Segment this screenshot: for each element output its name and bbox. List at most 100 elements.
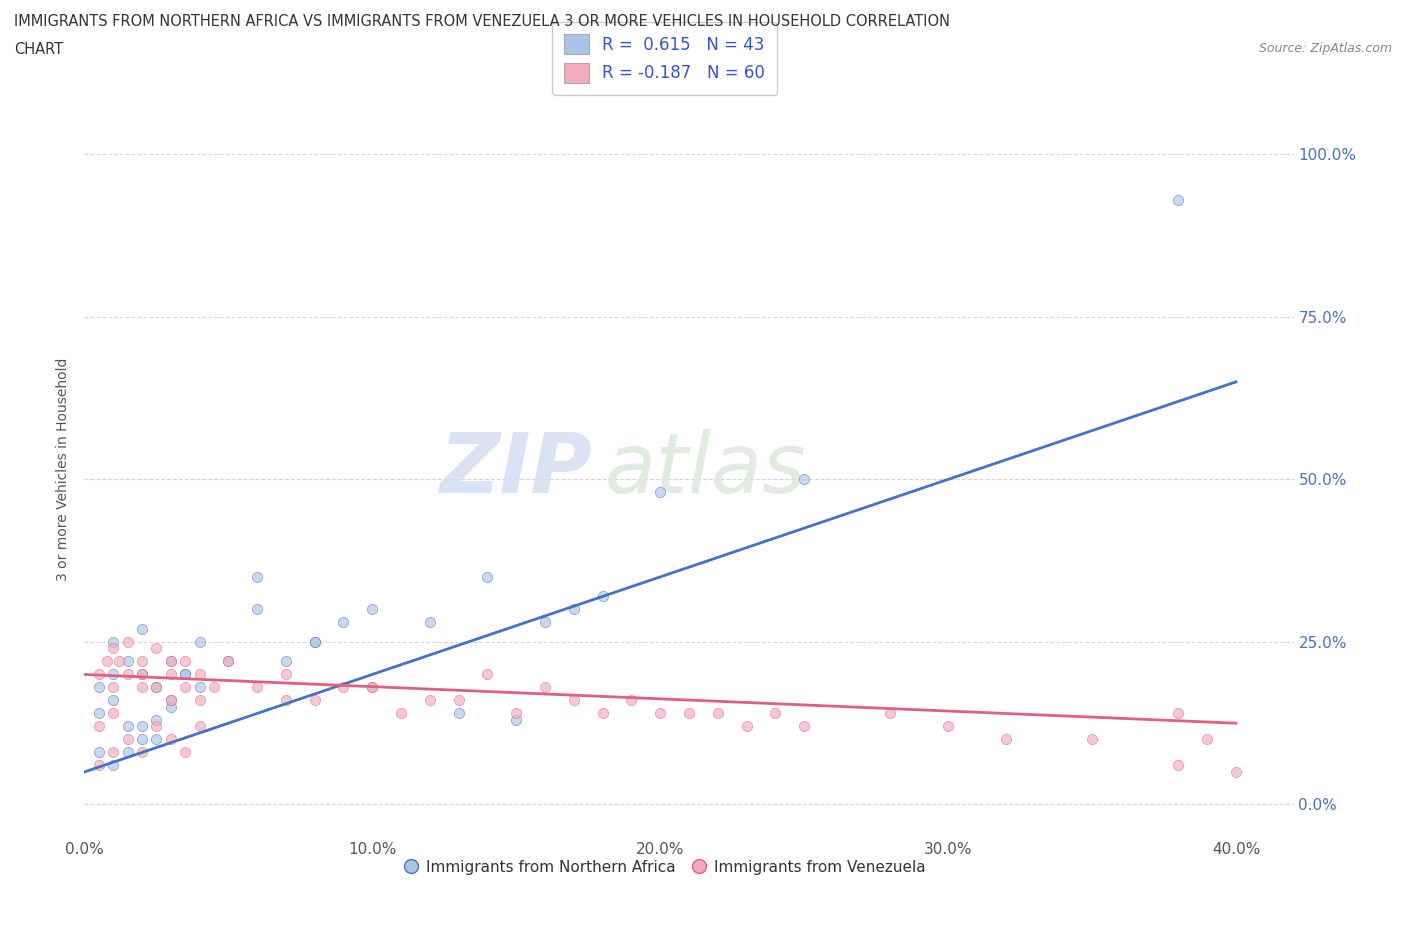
Point bbox=[447, 706, 470, 721]
Point bbox=[131, 719, 153, 734]
Point bbox=[159, 667, 181, 682]
Point bbox=[650, 706, 672, 721]
Point bbox=[159, 699, 181, 714]
Point bbox=[620, 693, 643, 708]
Point bbox=[936, 719, 959, 734]
Point bbox=[131, 654, 153, 669]
Point bbox=[534, 615, 557, 630]
Point bbox=[131, 745, 153, 760]
Point bbox=[131, 680, 153, 695]
Point bbox=[477, 569, 499, 584]
Point bbox=[117, 745, 139, 760]
Point bbox=[763, 706, 786, 721]
Point bbox=[505, 712, 527, 727]
Point bbox=[87, 667, 110, 682]
Point bbox=[131, 732, 153, 747]
Point bbox=[879, 706, 901, 721]
Point bbox=[117, 732, 139, 747]
Point bbox=[477, 667, 499, 682]
Point bbox=[246, 569, 269, 584]
Point bbox=[650, 485, 672, 499]
Point bbox=[246, 602, 269, 617]
Point bbox=[389, 706, 412, 721]
Point bbox=[101, 693, 124, 708]
Point bbox=[101, 680, 124, 695]
Point bbox=[562, 693, 585, 708]
Point bbox=[145, 680, 167, 695]
Point bbox=[793, 472, 815, 486]
Y-axis label: 3 or more Vehicles in Household: 3 or more Vehicles in Household bbox=[56, 358, 70, 581]
Point bbox=[87, 680, 110, 695]
Point bbox=[274, 654, 297, 669]
Point bbox=[101, 641, 124, 656]
Point bbox=[145, 719, 167, 734]
Point bbox=[174, 745, 197, 760]
Point bbox=[159, 732, 181, 747]
Point bbox=[87, 719, 110, 734]
Point bbox=[188, 667, 211, 682]
Point bbox=[145, 732, 167, 747]
Point bbox=[117, 634, 139, 649]
Point bbox=[361, 680, 384, 695]
Text: CHART: CHART bbox=[14, 42, 63, 57]
Point bbox=[217, 654, 239, 669]
Point bbox=[793, 719, 815, 734]
Point bbox=[1167, 758, 1189, 773]
Point bbox=[217, 654, 239, 669]
Point bbox=[87, 745, 110, 760]
Legend: Immigrants from Northern Africa, Immigrants from Venezuela: Immigrants from Northern Africa, Immigra… bbox=[398, 854, 932, 881]
Point bbox=[108, 654, 131, 669]
Point bbox=[361, 680, 384, 695]
Point bbox=[1225, 764, 1247, 779]
Point bbox=[505, 706, 527, 721]
Point bbox=[361, 602, 384, 617]
Point bbox=[447, 693, 470, 708]
Point bbox=[174, 667, 197, 682]
Point bbox=[678, 706, 700, 721]
Point bbox=[419, 615, 441, 630]
Point bbox=[145, 680, 167, 695]
Point bbox=[1167, 706, 1189, 721]
Point bbox=[706, 706, 728, 721]
Point bbox=[274, 693, 297, 708]
Text: atlas: atlas bbox=[605, 429, 806, 511]
Point bbox=[188, 634, 211, 649]
Point bbox=[534, 680, 557, 695]
Point bbox=[274, 667, 297, 682]
Point bbox=[101, 758, 124, 773]
Point bbox=[159, 654, 181, 669]
Point bbox=[159, 693, 181, 708]
Point bbox=[592, 589, 614, 604]
Point bbox=[1081, 732, 1104, 747]
Point bbox=[994, 732, 1017, 747]
Point bbox=[1167, 193, 1189, 207]
Point bbox=[131, 667, 153, 682]
Point bbox=[332, 615, 354, 630]
Point bbox=[96, 654, 118, 669]
Point bbox=[174, 654, 197, 669]
Point bbox=[101, 706, 124, 721]
Point bbox=[202, 680, 225, 695]
Point bbox=[188, 693, 211, 708]
Point bbox=[117, 719, 139, 734]
Point bbox=[188, 680, 211, 695]
Point bbox=[145, 712, 167, 727]
Point bbox=[419, 693, 441, 708]
Point bbox=[188, 719, 211, 734]
Point bbox=[1197, 732, 1219, 747]
Point bbox=[117, 654, 139, 669]
Point bbox=[87, 706, 110, 721]
Point bbox=[592, 706, 614, 721]
Point bbox=[101, 667, 124, 682]
Point bbox=[101, 634, 124, 649]
Point bbox=[562, 602, 585, 617]
Point bbox=[246, 680, 269, 695]
Text: ZIP: ZIP bbox=[440, 429, 592, 511]
Point bbox=[304, 693, 326, 708]
Point bbox=[159, 693, 181, 708]
Point bbox=[87, 758, 110, 773]
Point bbox=[117, 667, 139, 682]
Point bbox=[174, 667, 197, 682]
Point bbox=[304, 634, 326, 649]
Point bbox=[145, 641, 167, 656]
